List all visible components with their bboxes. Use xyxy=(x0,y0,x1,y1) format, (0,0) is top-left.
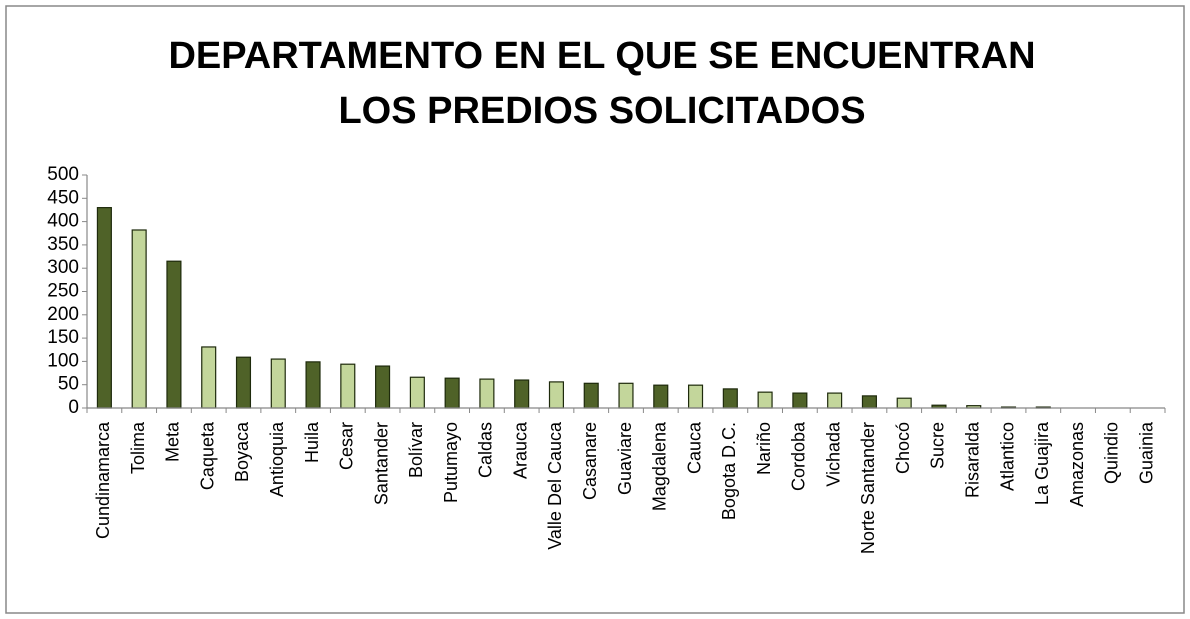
x-tick-label: Guainia xyxy=(1136,421,1156,484)
bar xyxy=(479,378,495,409)
x-tick-label: Amazonas xyxy=(1067,422,1087,507)
y-tick-label: 150 xyxy=(47,327,79,348)
bar xyxy=(270,358,286,409)
chart-border xyxy=(5,5,1185,614)
bar xyxy=(340,363,356,409)
x-tick-label: Cesar xyxy=(337,422,357,470)
y-tick-label: 250 xyxy=(47,281,79,302)
bar xyxy=(131,229,147,409)
y-tick-label: 200 xyxy=(47,304,79,325)
x-tick-label: Nariño xyxy=(754,422,774,475)
x-tick-label: Cauca xyxy=(684,421,704,474)
x-tick-label: Bolívar xyxy=(406,422,426,478)
x-tick-label: Norte Santander xyxy=(858,422,878,554)
x-tick-label: Bogota D.C. xyxy=(719,422,739,520)
y-tick-label: 500 xyxy=(47,164,79,185)
x-tick-label: Huila xyxy=(302,421,322,463)
bar xyxy=(409,376,425,409)
x-tick-label: Guaviare xyxy=(615,422,635,495)
x-tick-label: Sucre xyxy=(928,422,948,469)
bar xyxy=(792,392,808,409)
bar xyxy=(757,391,773,409)
bar xyxy=(618,382,634,409)
x-tick-label: La Guajira xyxy=(1032,421,1052,505)
x-tick-label: Magdalena xyxy=(650,421,670,511)
y-tick-label: 450 xyxy=(47,187,79,208)
bar xyxy=(861,395,877,409)
bar xyxy=(166,260,182,409)
x-tick-label: Meta xyxy=(163,421,183,462)
bar xyxy=(235,356,252,409)
y-tick-label: 350 xyxy=(47,234,79,255)
x-tick-label: Caldas xyxy=(476,422,496,478)
x-tick-label: Antioquia xyxy=(267,421,287,497)
y-tick-label: 100 xyxy=(47,350,79,371)
y-tick-label: 0 xyxy=(68,397,79,418)
x-tick-label: Quindio xyxy=(1102,422,1122,484)
bar xyxy=(514,379,530,409)
x-tick-label: Cordoba xyxy=(789,421,809,491)
x-tick-label: Arauca xyxy=(510,421,530,479)
bar xyxy=(201,346,217,409)
bar xyxy=(653,384,669,409)
y-tick-label: 400 xyxy=(47,211,79,232)
x-tick-label: Risaralda xyxy=(962,421,982,498)
chart-title: DEPARTAMENTO EN EL QUE SE ENCUENTRAN LOS … xyxy=(168,35,1035,132)
bar xyxy=(827,392,843,409)
x-tick-label: Boyaca xyxy=(232,421,252,482)
x-tick-label: Casanare xyxy=(580,422,600,500)
bar xyxy=(548,381,565,409)
bar xyxy=(96,207,112,409)
bar xyxy=(305,361,321,409)
bar xyxy=(583,382,599,409)
x-tick-label: Valle Del Cauca xyxy=(545,421,565,550)
x-tick-label: Atlantico xyxy=(997,422,1017,491)
x-tick-label: Tolima xyxy=(128,421,148,474)
bar xyxy=(722,388,738,409)
bar xyxy=(687,384,704,409)
x-tick-label: Vichada xyxy=(823,421,843,487)
x-tick-label: Cundinamarca xyxy=(93,421,113,539)
bar xyxy=(444,377,460,409)
x-tick-label: Chocó xyxy=(893,422,913,474)
y-tick-label: 300 xyxy=(47,257,79,278)
y-tick-label: 50 xyxy=(58,374,79,395)
bar xyxy=(375,365,391,409)
x-tick-label: Caqueta xyxy=(197,421,217,490)
bar xyxy=(896,397,912,409)
x-tick-label: Putumayo xyxy=(441,422,461,503)
x-tick-label: Santander xyxy=(371,422,391,505)
